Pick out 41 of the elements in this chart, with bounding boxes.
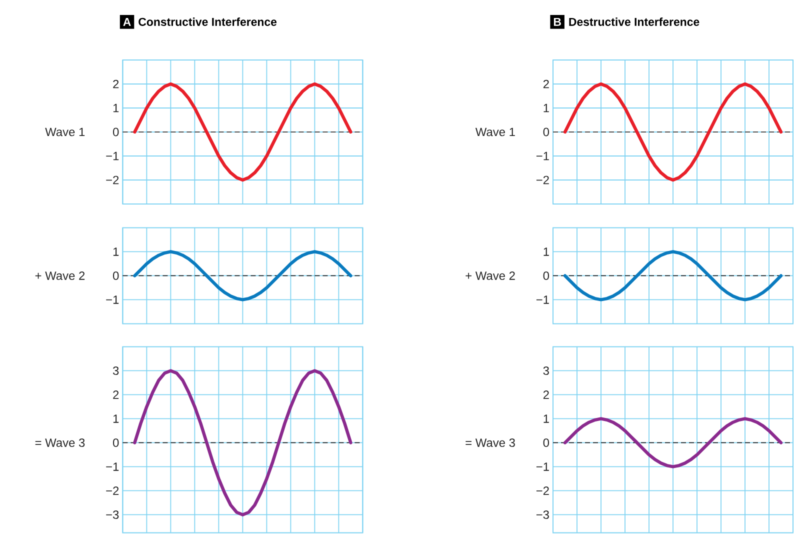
y-tick-label: −3 bbox=[106, 510, 119, 519]
y-tick-label: 0 bbox=[543, 128, 550, 136]
chart-title: Constructive Interference bbox=[138, 18, 277, 26]
y-tick-label: −1 bbox=[536, 152, 549, 160]
chart-title: Destructive Interference bbox=[569, 18, 700, 26]
y-axis-title: + Wave 2 bbox=[35, 271, 85, 280]
y-tick-label: 3 bbox=[112, 366, 119, 375]
y-tick-label: 1 bbox=[113, 414, 119, 423]
y-tick-label: 3 bbox=[543, 366, 549, 375]
y-tick-label: −2 bbox=[106, 176, 119, 184]
y-tick-label: −2 bbox=[106, 486, 119, 495]
y-tick-label: −2 bbox=[536, 486, 549, 495]
y-tick-label: 2 bbox=[543, 80, 549, 88]
y-tick-label: 1 bbox=[113, 104, 119, 112]
y-axis-title: Wave 1 bbox=[45, 128, 85, 136]
y-tick-label: −3 bbox=[536, 510, 549, 519]
y-tick-label: −1 bbox=[106, 296, 119, 304]
y-tick-label: 1 bbox=[544, 104, 549, 112]
y-tick-label: 0 bbox=[113, 438, 119, 447]
y-axis-title: + Wave 2 bbox=[466, 271, 515, 280]
y-tick-label: 1 bbox=[544, 414, 549, 423]
y-axis-title: = Wave 3 bbox=[466, 438, 515, 447]
y-tick-label: 1 bbox=[544, 248, 549, 256]
y-tick-label: −1 bbox=[536, 296, 549, 304]
y-axis-title: = Wave 3 bbox=[35, 438, 85, 447]
y-tick-label: 2 bbox=[543, 390, 549, 399]
y-tick-label: −1 bbox=[536, 462, 549, 471]
y-tick-label: 0 bbox=[113, 128, 119, 136]
y-tick-label: 1 bbox=[113, 248, 119, 256]
y-tick-label: 0 bbox=[543, 271, 550, 280]
y-tick-label: −2 bbox=[536, 176, 549, 184]
text: A bbox=[123, 18, 131, 26]
text: B bbox=[554, 18, 561, 26]
y-tick-label: −1 bbox=[106, 462, 119, 471]
line-series bbox=[133, 369, 352, 516]
y-tick-label: 2 bbox=[113, 390, 119, 399]
y-tick-label: 2 bbox=[113, 80, 119, 88]
y-tick-label: 0 bbox=[543, 438, 550, 447]
y-axis-title: Wave 1 bbox=[475, 128, 515, 136]
y-tick-label: 0 bbox=[113, 271, 119, 280]
y-tick-label: −1 bbox=[106, 152, 119, 160]
